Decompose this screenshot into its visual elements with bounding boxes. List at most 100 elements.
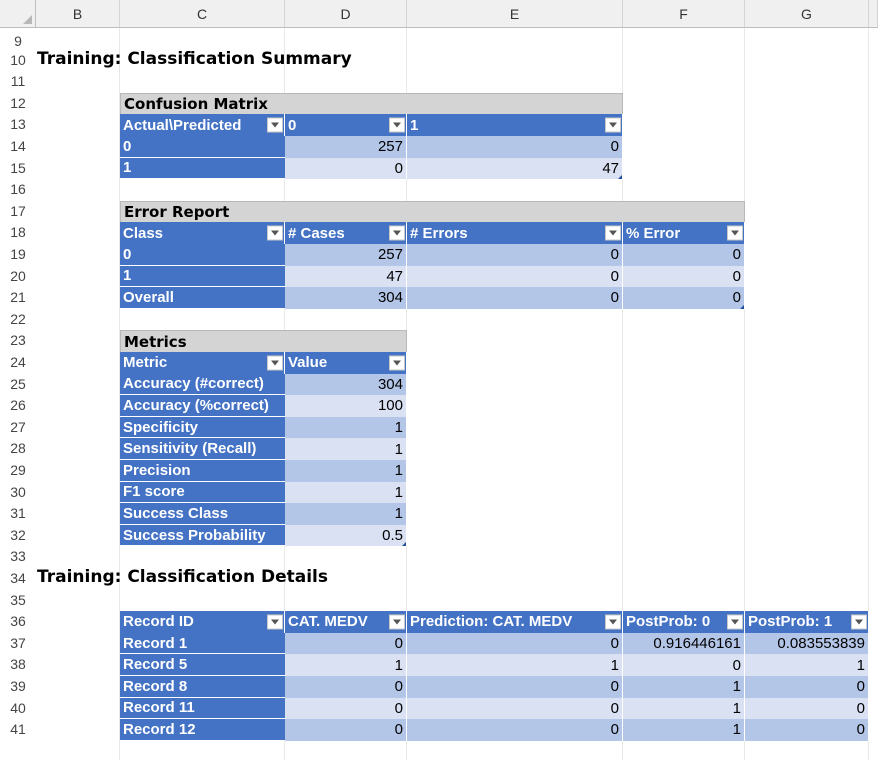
filter-dropdown-icon[interactable] [605,225,621,241]
error-report-header[interactable]: Class [120,222,285,244]
column-header-f[interactable]: F [623,0,745,28]
confusion-cell: 257 [285,136,407,158]
row-header[interactable]: 41 [10,721,26,738]
row-header[interactable]: 20 [10,267,26,284]
metrics-row-label: Specificity [120,416,285,439]
error-report-header[interactable]: # Cases [285,222,407,244]
gridline [868,28,869,760]
filter-dropdown-icon[interactable] [389,117,405,133]
row-header[interactable]: 26 [10,397,26,414]
details-cell: 1 [407,654,623,676]
row-header[interactable]: 32 [10,526,26,543]
filter-dropdown-icon[interactable] [851,614,867,630]
row-header[interactable]: 19 [10,246,26,262]
column-header-g[interactable]: G [745,0,869,28]
metrics-value: 1 [285,503,407,525]
row-header[interactable]: 17 [10,202,26,219]
filter-dropdown-icon[interactable] [727,614,743,630]
error-report-header[interactable]: # Errors [407,222,623,244]
row-header[interactable]: 10 [10,51,26,68]
details-record-id: Record 5 [120,654,285,676]
filter-dropdown-icon[interactable] [389,225,405,241]
row-header[interactable]: 27 [10,418,26,435]
select-all-corner[interactable] [0,0,36,28]
row-header[interactable]: 22 [10,310,26,327]
row-header[interactable]: 29 [10,462,26,478]
metrics-value: 100 [285,395,407,417]
details-cell: 0 [407,632,623,655]
details-cell: 0 [285,719,407,741]
row-header[interactable]: 11 [10,73,26,90]
confusion-header[interactable]: 0 [285,114,407,136]
filter-dropdown-icon[interactable] [267,355,283,371]
details-header[interactable]: Record ID [120,611,285,633]
row-header[interactable]: 36 [10,613,26,630]
column-header-d[interactable]: D [285,0,407,28]
row-header[interactable]: 34 [10,570,26,586]
details-cell: 1 [745,654,869,676]
row-header[interactable]: 25 [10,375,26,392]
column-header-b[interactable]: B [36,0,120,28]
section-title-summary: Training: Classification Summary [37,48,352,69]
error-report-cell: 0 [623,265,745,288]
confusion-header[interactable]: Actual\Predicted [120,114,285,136]
row-header[interactable]: 12 [10,94,26,111]
row-header[interactable]: 31 [10,505,26,522]
details-cell: 1 [623,676,745,698]
row-header[interactable]: 18 [10,224,26,241]
error-report-row-label: 1 [120,265,285,288]
filter-dropdown-icon[interactable] [267,225,283,241]
confusion-matrix-title: Confusion Matrix [120,92,623,116]
metrics-row-label: Sensitivity (Recall) [120,438,285,460]
details-header[interactable]: Prediction: CAT. MEDV [407,611,623,633]
row-header[interactable]: 39 [10,678,26,694]
filter-dropdown-icon[interactable] [389,355,405,371]
confusion-cell: 0 [407,136,623,158]
metrics-value: 1 [285,460,407,482]
metrics-value: 1 [285,438,407,460]
filter-dropdown-icon[interactable] [605,614,621,630]
metrics-header[interactable]: Value [285,352,407,374]
filter-dropdown-icon[interactable] [727,225,743,241]
details-cell: 1 [623,719,745,741]
row-header[interactable]: 37 [10,634,26,651]
row-header[interactable]: 38 [10,656,26,673]
column-header-c[interactable]: C [120,0,285,28]
filter-dropdown-icon[interactable] [389,614,405,630]
details-cell: 0.083553839 [745,632,869,655]
details-header[interactable]: PostProb: 1 [745,611,869,633]
row-header[interactable]: 24 [10,354,26,370]
row-header[interactable]: 14 [10,138,26,154]
details-header[interactable]: PostProb: 0 [623,611,745,633]
filter-dropdown-icon[interactable] [267,117,283,133]
details-header[interactable]: CAT. MEDV [285,611,407,633]
table-resize-handle[interactable] [618,175,622,180]
row-header[interactable]: 9 [14,33,22,49]
row-header[interactable]: 35 [10,591,26,608]
row-header[interactable]: 30 [10,483,26,500]
details-cell: 0 [745,676,869,698]
column-header-e[interactable]: E [407,0,623,28]
row-header[interactable]: 28 [10,440,26,457]
confusion-cell: 47 [407,157,623,180]
table-resize-handle[interactable] [402,542,406,547]
error-report-cell: 0 [623,287,745,309]
metrics-header[interactable]: Metric [120,352,285,374]
table-resize-handle[interactable] [740,304,744,309]
details-record-id: Record 1 [120,632,285,655]
row-header[interactable]: 16 [10,181,26,198]
confusion-row-label: 1 [120,157,285,180]
row-header[interactable]: 33 [10,548,26,565]
metrics-row-label: Accuracy (%correct) [120,395,285,417]
filter-dropdown-icon[interactable] [267,614,283,630]
row-header[interactable]: 13 [10,116,26,133]
confusion-header[interactable]: 1 [407,114,623,136]
row-header[interactable]: 40 [10,699,26,716]
filter-dropdown-icon[interactable] [605,117,621,133]
row-header[interactable]: 23 [10,332,26,349]
metrics-value: 1 [285,481,407,504]
row-header[interactable]: 15 [10,159,26,176]
row-header[interactable]: 21 [10,289,26,306]
error-report-header[interactable]: % Error [623,222,745,244]
